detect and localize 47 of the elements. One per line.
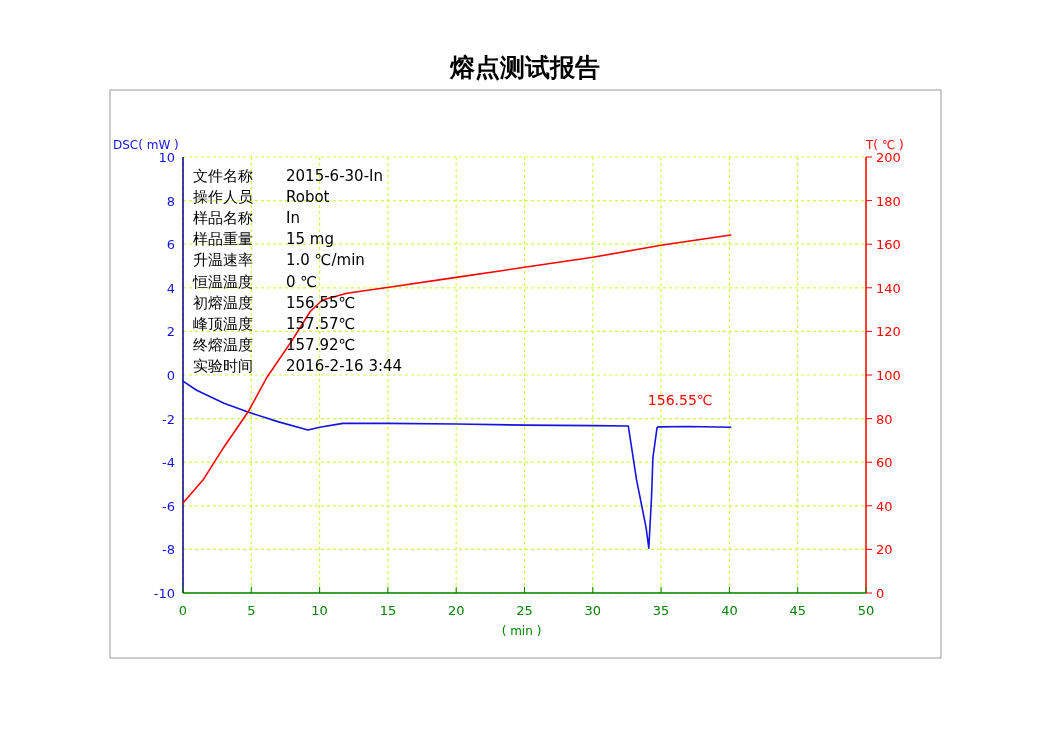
y-tick-label: -4 <box>162 455 175 471</box>
text: 文件名称 2015-6-30-In <box>193 167 383 185</box>
y2-tick-label: 0 <box>876 586 885 601</box>
x-tick-label: 5 <box>247 603 256 618</box>
text: 终熔温度 157.92℃ <box>193 335 356 354</box>
y2-tick-label: 140 <box>876 280 901 296</box>
x-tick-label: 20 <box>447 603 465 618</box>
y2-tick-label: 60 <box>876 455 893 471</box>
y2-axis-title: T( ℃ ) <box>865 138 904 152</box>
line-series <box>182 380 732 549</box>
x-tick-label: 0 <box>178 603 188 618</box>
x-tick-label: 40 <box>721 603 738 618</box>
y2-tick-label: 20 <box>876 542 893 558</box>
text: 操作人员 Robot <box>193 188 330 207</box>
x-tick-label: 50 <box>857 603 875 618</box>
x-tick-label: 45 <box>789 603 806 618</box>
text: 样品重量 15 mg <box>193 230 334 249</box>
y2-tick-label: 180 <box>876 193 901 209</box>
y-axis-title: DSC( mW ) <box>113 138 179 152</box>
y2-tick-label: 80 <box>876 411 893 427</box>
y2-tick-label: 100 <box>876 368 901 383</box>
y-tick-label: 2 <box>166 324 175 340</box>
x-tick-label: 30 <box>584 603 602 618</box>
x-tick-label: 25 <box>516 603 533 618</box>
y-tick-label: 4 <box>166 280 175 296</box>
y-tick-label: 8 <box>166 193 175 209</box>
text: 升温速率 1.0 ℃/min <box>193 251 365 270</box>
y2-tick-label: 200 <box>876 150 901 165</box>
y-tick-label: 6 <box>166 237 175 253</box>
text: 样品名称 In <box>193 209 300 228</box>
y-tick-label: -10 <box>153 586 175 601</box>
x-axis-title: ( min ) <box>501 624 542 638</box>
y-tick-label: -8 <box>162 542 175 558</box>
annotation: 156.55℃ <box>647 392 713 408</box>
y-tick-label: -2 <box>162 411 175 427</box>
x-tick-label: 15 <box>379 603 397 618</box>
x-tick-label: 10 <box>311 603 328 618</box>
y-tick-label: -6 <box>162 498 175 514</box>
y2-tick-label: 160 <box>876 237 901 253</box>
y-tick-label: 10 <box>158 150 175 165</box>
y2-tick-label: 40 <box>876 498 893 514</box>
chart-title: 熔点测试报告 <box>449 53 600 82</box>
x-tick-label: 35 <box>652 603 670 618</box>
y-tick-label: 0 <box>166 368 175 383</box>
text: 实验时间 2016-2-16 3:44 <box>193 356 403 375</box>
y2-tick-label: 120 <box>876 324 901 340</box>
text: 恒温温度 0 ℃ <box>193 272 318 291</box>
